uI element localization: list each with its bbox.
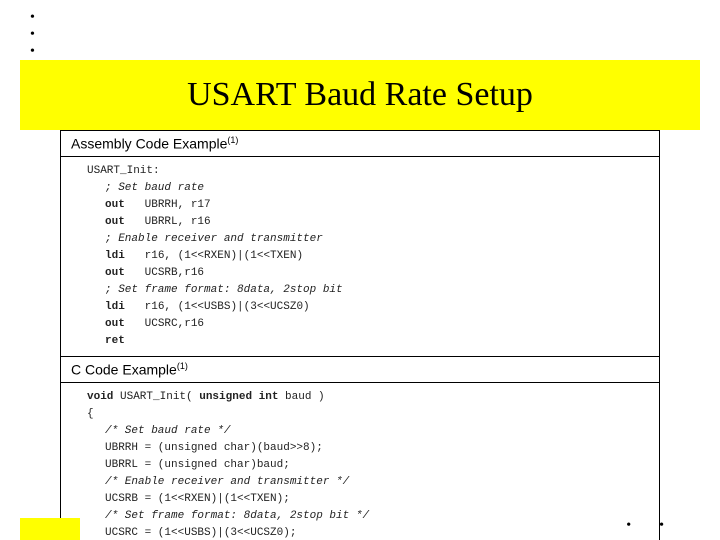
- asm-mnemonic: out: [105, 199, 125, 211]
- asm-comment: ; Set frame format: 8data, 2stop bit: [87, 282, 659, 299]
- c-line: UCSRB = (1<<RXEN)|(1<<TXEN);: [87, 491, 659, 508]
- title-bar: USART Baud Rate Setup: [20, 60, 700, 130]
- asm-header-sup: (1): [227, 135, 238, 145]
- asm-line: out UCSRB,r16: [87, 265, 659, 282]
- asm-operands: r16, (1<<RXEN)|(1<<TXEN): [145, 250, 303, 262]
- c-section-header: C Code Example(1): [61, 357, 659, 383]
- c-comment: /* Set frame format: 8data, 2stop bit */: [87, 508, 659, 525]
- c-keyword: unsigned int: [199, 391, 278, 403]
- c-header-sup: (1): [177, 361, 188, 371]
- c-code-block: void USART_Init( unsigned int baud ) { /…: [61, 383, 659, 540]
- asm-line: ldi r16, (1<<USBS)|(3<<UCSZ0): [87, 299, 659, 316]
- asm-line: out UCSRC,r16: [87, 316, 659, 333]
- asm-section-header: Assembly Code Example(1): [61, 131, 659, 157]
- bottom-accent-block: [20, 518, 80, 540]
- asm-operands: UBRRH, r17: [145, 199, 211, 211]
- c-line: {: [87, 406, 659, 423]
- c-comment: /* Enable receiver and transmitter */: [87, 474, 659, 491]
- slide-title: USART Baud Rate Setup: [187, 76, 533, 114]
- asm-mnemonic: ret: [105, 335, 125, 347]
- asm-operands: r16, (1<<USBS)|(3<<UCSZ0): [145, 301, 310, 313]
- c-text: baud ): [278, 391, 324, 403]
- asm-mnemonic: out: [105, 318, 125, 330]
- asm-mnemonic: ldi: [105, 301, 125, 313]
- code-panel: Assembly Code Example(1) USART_Init: ; S…: [60, 130, 660, 540]
- asm-line: USART_Init:: [87, 163, 659, 180]
- asm-mnemonic: ldi: [105, 250, 125, 262]
- bullet-dot: [30, 10, 41, 27]
- asm-mnemonic: out: [105, 267, 125, 279]
- asm-line: ldi r16, (1<<RXEN)|(1<<TXEN): [87, 248, 659, 265]
- c-text: USART_Init(: [113, 391, 199, 403]
- asm-line: out UBRRH, r17: [87, 197, 659, 214]
- asm-operands: UBRRL, r16: [145, 216, 211, 228]
- asm-header-label: Assembly Code Example: [71, 136, 227, 152]
- c-comment: /* Set baud rate */: [87, 423, 659, 440]
- asm-operands: UCSRB,r16: [145, 267, 204, 279]
- asm-line: ret: [87, 333, 659, 350]
- c-line: UBRRH = (unsigned char)(baud>>8);: [87, 440, 659, 457]
- c-header-label: C Code Example: [71, 362, 177, 378]
- c-line: void USART_Init( unsigned int baud ): [87, 389, 659, 406]
- asm-mnemonic: out: [105, 216, 125, 228]
- bullet-dot: [30, 27, 41, 44]
- c-keyword: void: [87, 391, 113, 403]
- bottom-bullet-dots: ••: [626, 518, 692, 534]
- slide: USART Baud Rate Setup Assembly Code Exam…: [0, 0, 720, 540]
- asm-operands: UCSRC,r16: [145, 318, 204, 330]
- top-bullet-list: [30, 10, 41, 60]
- c-line: UCSRC = (1<<USBS)|(3<<UCSZ0);: [87, 525, 659, 540]
- asm-line: out UBRRL, r16: [87, 214, 659, 231]
- asm-comment: ; Enable receiver and transmitter: [87, 231, 659, 248]
- asm-code-block: USART_Init: ; Set baud rate out UBRRH, r…: [61, 157, 659, 358]
- bullet-dot: [30, 44, 41, 61]
- c-line: UBRRL = (unsigned char)baud;: [87, 457, 659, 474]
- asm-comment: ; Set baud rate: [87, 180, 659, 197]
